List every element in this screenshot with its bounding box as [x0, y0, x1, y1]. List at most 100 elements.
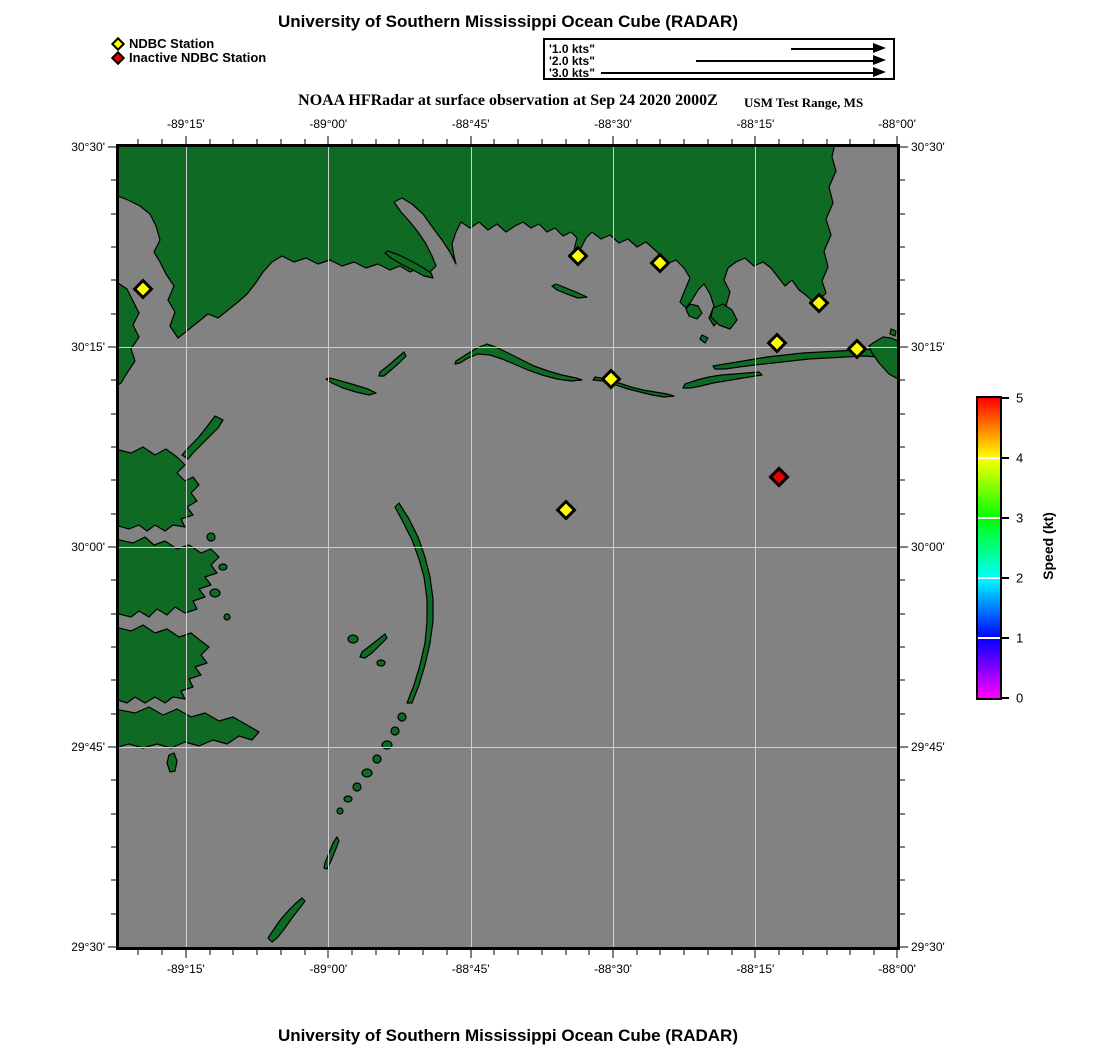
x-minor-tick: [517, 950, 519, 955]
grid-line-horizontal: [119, 347, 897, 348]
y-minor-tick: [900, 213, 905, 215]
y-minor-tick: [900, 713, 905, 715]
grid-line-horizontal: [119, 747, 897, 748]
x-minor-tick: [161, 139, 163, 144]
x-minor-tick: [588, 139, 590, 144]
x-major-tick: [896, 950, 898, 958]
y-major-tick: [900, 946, 908, 948]
y-major-tick: [108, 746, 116, 748]
x-minor-tick: [541, 950, 543, 955]
y-minor-tick: [900, 513, 905, 515]
y-axis-label-right: 30°30': [911, 140, 945, 154]
y-minor-tick: [900, 613, 905, 615]
x-axis-label-top: -88°15': [736, 117, 775, 131]
y-axis-label-left: 30°30': [71, 140, 105, 154]
colorbar-tick: [1002, 637, 1009, 639]
colorbar-tick-label: 1: [1016, 630, 1024, 646]
y-minor-tick: [111, 413, 116, 415]
y-axis-label-left: 29°45': [71, 740, 105, 754]
y-minor-tick: [900, 246, 905, 248]
x-minor-tick: [422, 950, 424, 955]
y-minor-tick: [111, 379, 116, 381]
x-minor-tick: [731, 950, 733, 955]
y-minor-tick: [900, 379, 905, 381]
x-axis-label-bottom: -88°45': [451, 962, 490, 976]
x-minor-tick: [351, 139, 353, 144]
x-minor-tick: [304, 139, 306, 144]
x-minor-tick: [683, 950, 685, 955]
x-minor-tick: [493, 950, 495, 955]
x-minor-tick: [802, 950, 804, 955]
y-minor-tick: [111, 813, 116, 815]
scale-row-1kt: '1.0 kts": [545, 42, 893, 56]
x-axis-label-top: -89°15': [167, 117, 205, 131]
x-minor-tick: [541, 139, 543, 144]
x-axis-label-top: -88°30': [594, 117, 632, 131]
coastline-land-layer: [119, 147, 897, 943]
x-minor-tick: [659, 139, 661, 144]
x-axis-label-bottom: -89°00': [309, 962, 348, 976]
y-minor-tick: [111, 846, 116, 848]
y-minor-tick: [111, 213, 116, 215]
grid-line-horizontal: [119, 547, 897, 548]
x-minor-tick: [351, 950, 353, 955]
legend-label-active: NDBC Station: [129, 36, 215, 51]
x-minor-tick: [493, 139, 495, 144]
x-major-tick: [327, 136, 329, 144]
x-minor-tick: [636, 950, 638, 955]
x-minor-tick: [565, 950, 567, 955]
x-minor-tick: [683, 139, 685, 144]
colorbar-tick-label: 0: [1016, 690, 1024, 706]
colorbar-tick: [1002, 517, 1009, 519]
x-axis-label-top: -89°00': [309, 117, 348, 131]
x-minor-tick: [398, 139, 400, 144]
y-axis-label-right: 30°15': [911, 340, 945, 354]
x-minor-tick: [446, 950, 448, 955]
colorbar-tick-label: 4: [1016, 450, 1024, 466]
y-major-tick: [108, 946, 116, 948]
y-minor-tick: [900, 646, 905, 648]
x-minor-tick: [137, 950, 139, 955]
x-minor-tick: [778, 139, 780, 144]
x-minor-tick: [137, 139, 139, 144]
colorbar-gridline: [978, 457, 1000, 459]
x-minor-tick: [826, 139, 828, 144]
x-minor-tick: [280, 950, 282, 955]
y-major-tick: [108, 546, 116, 548]
arrow-line: [601, 72, 874, 74]
colorbar-gridline: [978, 517, 1000, 519]
x-minor-tick: [565, 139, 567, 144]
x-major-tick: [470, 950, 472, 958]
x-major-tick: [185, 136, 187, 144]
y-minor-tick: [900, 413, 905, 415]
x-minor-tick: [161, 950, 163, 955]
y-minor-tick: [111, 513, 116, 515]
x-minor-tick: [873, 139, 875, 144]
scale-row-3kt: '3.0 kts": [545, 66, 893, 80]
ndbc-station-diamond-icon: [110, 36, 126, 52]
x-minor-tick: [209, 139, 211, 144]
x-major-tick: [754, 950, 756, 958]
speed-scale-legend: '1.0 kts" '2.0 kts" '3.0 kts": [543, 38, 895, 80]
x-major-tick: [612, 136, 614, 144]
x-minor-tick: [232, 139, 234, 144]
x-minor-tick: [375, 139, 377, 144]
x-minor-tick: [849, 950, 851, 955]
y-major-tick: [900, 146, 908, 148]
scale-label: '3.0 kts": [549, 66, 595, 80]
x-minor-tick: [304, 950, 306, 955]
y-minor-tick: [111, 279, 116, 281]
y-axis-label-right: 29°45': [911, 740, 945, 754]
y-minor-tick: [111, 779, 116, 781]
x-axis-label-bottom: -89°15': [167, 962, 205, 976]
y-minor-tick: [900, 913, 905, 915]
y-minor-tick: [111, 679, 116, 681]
x-minor-tick: [873, 950, 875, 955]
colorbar-tick: [1002, 457, 1009, 459]
colorbar-tick: [1002, 577, 1009, 579]
footer-title: University of Southern Mississippi Ocean…: [277, 1026, 738, 1045]
y-minor-tick: [900, 279, 905, 281]
x-minor-tick: [707, 950, 709, 955]
y-minor-tick: [111, 246, 116, 248]
scale-label: '1.0 kts": [549, 42, 595, 56]
